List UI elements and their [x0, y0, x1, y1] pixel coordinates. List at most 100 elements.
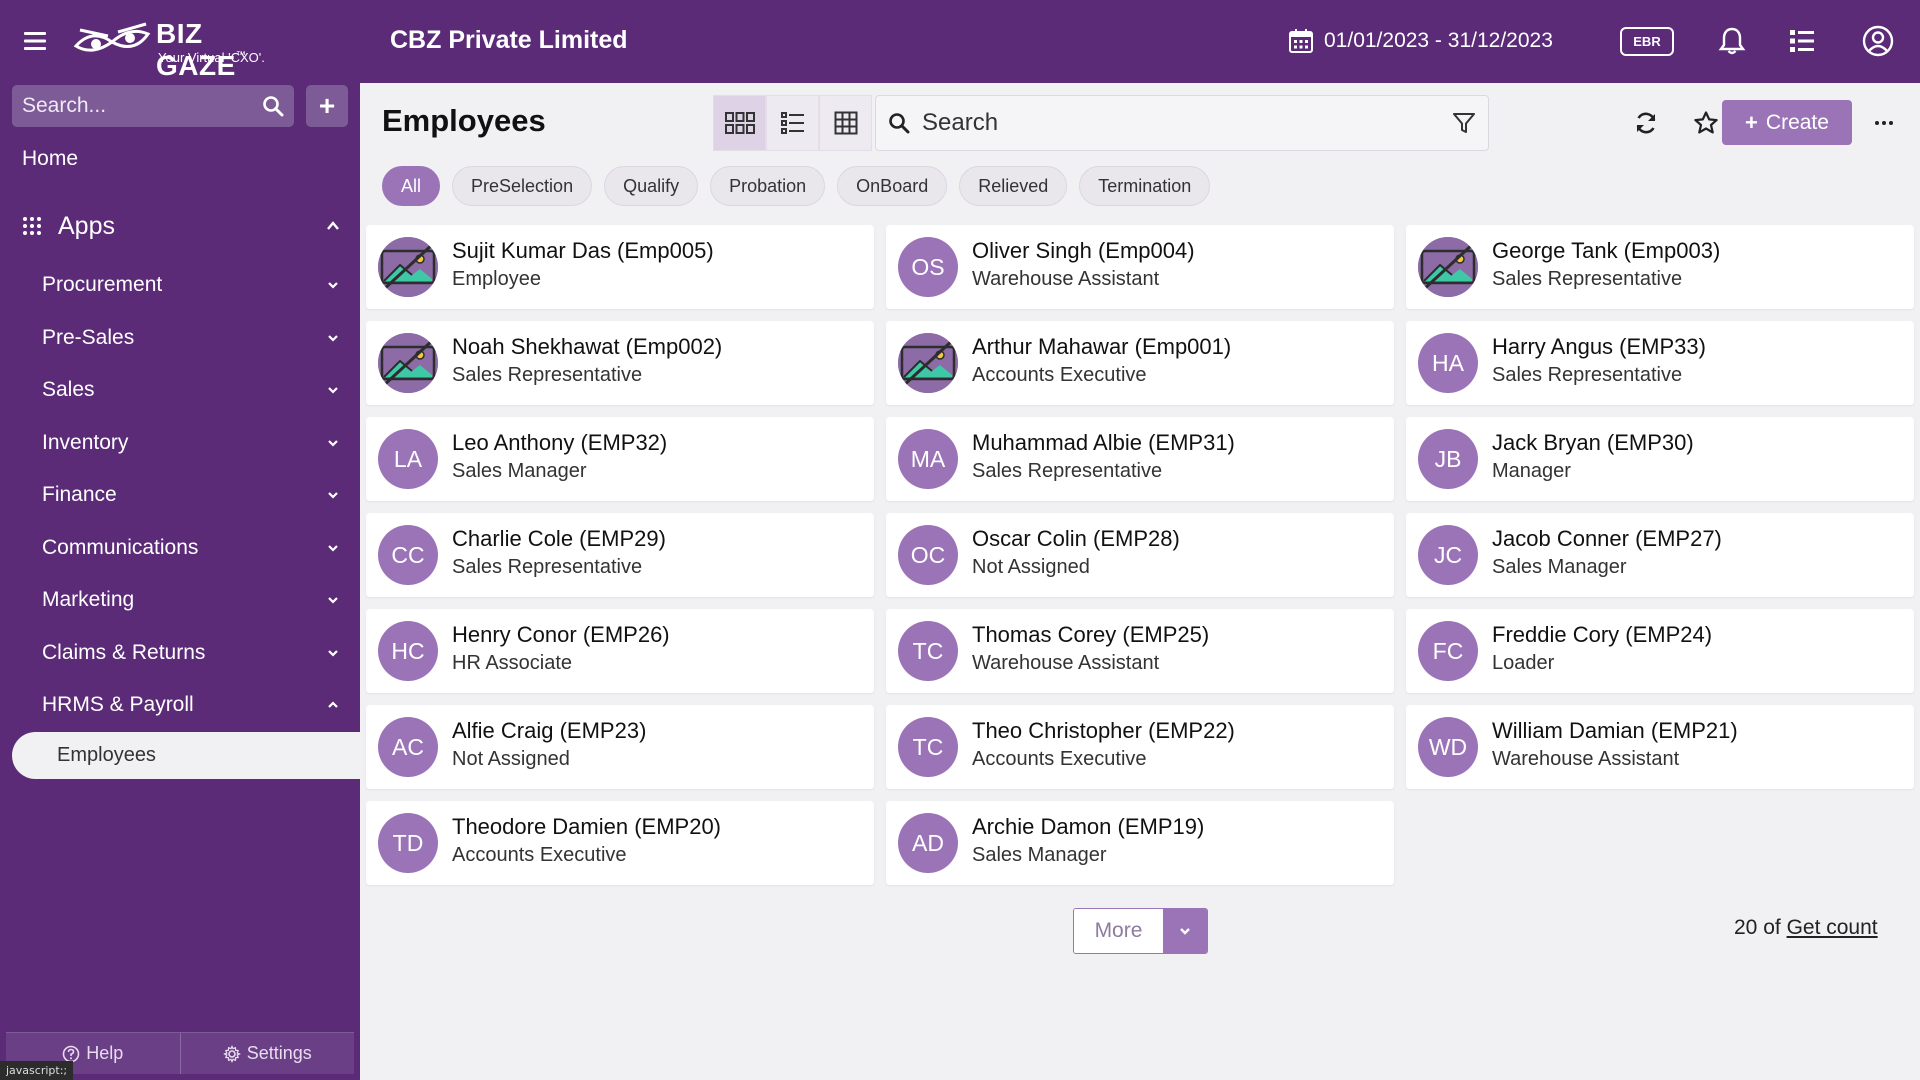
list-view-button[interactable]	[766, 95, 819, 151]
employee-role: Accounts Executive	[972, 748, 1147, 770]
user-profile-icon[interactable]	[1862, 25, 1894, 57]
notification-bell-icon[interactable]	[1716, 25, 1748, 57]
record-count-text: 20 of	[1734, 916, 1781, 939]
avatar-initials: FC	[1418, 621, 1478, 681]
employee-card[interactable]: George Tank (Emp003) Sales Representative	[1406, 225, 1914, 309]
employee-role: HR Associate	[452, 652, 573, 674]
create-button[interactable]: + Create	[1722, 100, 1852, 145]
list-icon	[780, 112, 804, 134]
load-more-dropdown[interactable]	[1163, 909, 1207, 953]
filter-onboard[interactable]: OnBoard	[837, 166, 948, 206]
card-grid-icon	[724, 112, 755, 134]
status-tooltip: javascript:;	[0, 1061, 74, 1080]
sidebar-item-procurement[interactable]: Procurement	[42, 265, 340, 305]
chevron-down-icon	[328, 335, 338, 342]
employee-name: Archie Damon (EMP19)	[972, 814, 1205, 839]
avatar-initials: AC	[378, 717, 438, 777]
employee-name: Theodore Damien (EMP20)	[452, 814, 722, 839]
employee-card[interactable]: Sujit Kumar Das (Emp005) Employee	[366, 225, 874, 309]
card-view-button[interactable]	[713, 95, 766, 151]
employee-name: Oliver Singh (Emp004)	[972, 238, 1195, 263]
table-view-button[interactable]	[819, 95, 872, 151]
sidebar-item-claims-returns[interactable]: Claims & Returns	[42, 633, 340, 673]
employee-card[interactable]: Arthur Mahawar (Emp001) Accounts Executiv…	[886, 321, 1394, 405]
filter-qualify[interactable]: Qualify	[604, 166, 699, 206]
avatar-placeholder-image-icon	[378, 333, 438, 393]
employee-card[interactable]: CC Charlie Cole (EMP29) Sales Representati…	[366, 513, 874, 597]
employee-name: Arthur Mahawar (Emp001)	[972, 334, 1232, 359]
filter-termination[interactable]: Termination	[1079, 166, 1211, 206]
avatar-initials: MA	[898, 429, 958, 489]
sidebar-item-marketing[interactable]: Marketing	[42, 580, 340, 620]
sidebar-item-employees[interactable]: Employees	[12, 732, 360, 779]
employee-card[interactable]: OS Oliver Singh (Emp004) Warehouse Assista…	[886, 225, 1394, 309]
ebr-button[interactable]: EBR	[1620, 27, 1674, 56]
sidebar-item-communications[interactable]: Communications	[42, 528, 340, 568]
employee-card[interactable]: LA Leo Anthony (EMP32) Sales Manager	[366, 417, 874, 501]
sidebar-search	[12, 85, 294, 127]
sidebar-item-pre-sales[interactable]: Pre-Sales	[42, 318, 340, 358]
get-count-link[interactable]: Get count	[1786, 916, 1878, 939]
filter-funnel-icon[interactable]	[1452, 111, 1476, 135]
employee-card[interactable]: JC Jacob Conner (EMP27) Sales Manager	[1406, 513, 1914, 597]
favorite-star-icon[interactable]	[1690, 107, 1722, 139]
employee-name: William Damian (EMP21)	[1492, 718, 1738, 743]
employee-card[interactable]: TD Theodore Damien (EMP20) Accounts Execut…	[366, 801, 874, 885]
employee-search-input[interactable]	[922, 109, 1452, 137]
settings-button[interactable]: Settings	[179, 1033, 354, 1074]
employee-name: Harry Angus (EMP33)	[1492, 334, 1706, 359]
sidebar-apps-toggle[interactable]: Apps	[22, 206, 340, 246]
sidebar-item-hrms-payroll[interactable]: HRMS & Payroll	[42, 685, 340, 725]
task-list-icon[interactable]	[1786, 25, 1818, 57]
employee-role: Not Assigned	[972, 556, 1090, 578]
sidebar-item-label: Pre-Sales	[42, 326, 135, 349]
avatar-initials: TC	[898, 717, 958, 777]
avatar-placeholder-image-icon	[1418, 237, 1478, 297]
employee-card[interactable]: AC Alfie Craig (EMP23) Not Assigned	[366, 705, 874, 789]
sidebar-item-inventory[interactable]: Inventory	[42, 423, 340, 463]
employee-card[interactable]: FC Freddie Cory (EMP24) Loader	[1406, 609, 1914, 693]
sidebar-item-label: HRMS & Payroll	[42, 693, 194, 716]
employee-card[interactable]: AD Archie Damon (EMP19) Sales Manager	[886, 801, 1394, 885]
calendar-icon	[1289, 29, 1313, 53]
avatar-initials: JB	[1418, 429, 1478, 489]
employee-role: Accounts Executive	[972, 364, 1147, 386]
plus-icon: +	[1745, 109, 1758, 135]
bizgaze-logo[interactable]: BIZ GAZE™ Your Virtual 'CXO'.	[72, 16, 292, 81]
employee-card[interactable]: TC Thomas Corey (EMP25) Warehouse Assistan…	[886, 609, 1394, 693]
main-content: Employees + Create All PreSelection Qual…	[360, 83, 1920, 1080]
hamburger-menu-icon[interactable]	[22, 28, 48, 54]
avatar-initials: JC	[1418, 525, 1478, 585]
filter-probation[interactable]: Probation	[710, 166, 826, 206]
employee-card[interactable]: HA Harry Angus (EMP33) Sales Representativ…	[1406, 321, 1914, 405]
company-name[interactable]: CBZ Private Limited	[390, 26, 628, 54]
employee-role: Not Assigned	[452, 748, 570, 770]
status-filter-bar: All PreSelection Qualify Probation OnBoa…	[382, 166, 1211, 206]
sidebar-item-finance[interactable]: Finance	[42, 475, 340, 515]
date-range-picker[interactable]: 01/01/2023 - 31/12/2023	[1288, 26, 1553, 56]
sidebar-search-input[interactable]	[22, 94, 262, 118]
help-icon	[62, 1045, 80, 1062]
employee-card[interactable]: HC Henry Conor (EMP26) HR Associate	[366, 609, 874, 693]
employee-card[interactable]: JB Jack Bryan (EMP30) Manager	[1406, 417, 1914, 501]
more-options-icon[interactable]	[1868, 107, 1900, 139]
add-icon[interactable]: +	[306, 85, 348, 127]
filter-preselection[interactable]: PreSelection	[452, 166, 593, 206]
employee-card[interactable]: MA Muhammad Albie (EMP31) Sales Representa…	[886, 417, 1394, 501]
help-label: Help	[86, 1043, 124, 1063]
sidebar-item-home[interactable]: Home	[22, 147, 79, 170]
employee-card[interactable]: Noah Shekhawat (Emp002) Sales Representat…	[366, 321, 874, 405]
refresh-icon[interactable]	[1630, 107, 1662, 139]
employee-name: Sujit Kumar Das (Emp005)	[452, 238, 714, 263]
employee-card[interactable]: OC Oscar Colin (EMP28) Not Assigned	[886, 513, 1394, 597]
filter-all[interactable]: All	[382, 166, 441, 206]
filter-relieved[interactable]: Relieved	[959, 166, 1068, 206]
brand-name: BIZ GAZE™	[156, 18, 247, 81]
search-icon[interactable]	[262, 95, 284, 117]
employee-card[interactable]: TC Theo Christopher (EMP22) Accounts Execu…	[886, 705, 1394, 789]
employee-name: George Tank (Emp003)	[1492, 238, 1721, 263]
sidebar-item-sales[interactable]: Sales	[42, 370, 340, 410]
load-more-button[interactable]: More	[1074, 909, 1163, 953]
gear-icon	[222, 1044, 241, 1063]
employee-card[interactable]: WD William Damian (EMP21) Warehouse Assist…	[1406, 705, 1914, 789]
